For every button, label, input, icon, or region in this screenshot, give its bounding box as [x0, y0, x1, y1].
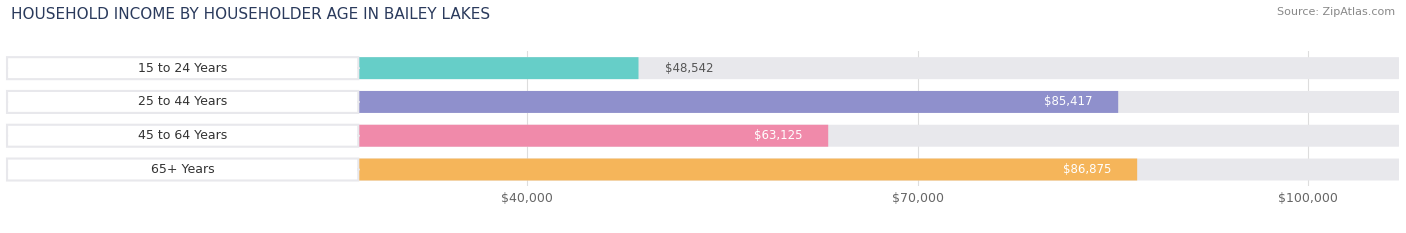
Text: 65+ Years: 65+ Years — [150, 163, 215, 176]
FancyBboxPatch shape — [7, 57, 359, 79]
Text: 15 to 24 Years: 15 to 24 Years — [138, 62, 228, 75]
FancyBboxPatch shape — [7, 91, 1399, 113]
Text: $86,875: $86,875 — [1063, 163, 1111, 176]
FancyBboxPatch shape — [7, 91, 359, 113]
FancyBboxPatch shape — [7, 125, 1399, 147]
FancyBboxPatch shape — [7, 158, 1137, 181]
Text: 25 to 44 Years: 25 to 44 Years — [138, 96, 228, 108]
FancyBboxPatch shape — [7, 158, 359, 181]
Text: $48,542: $48,542 — [665, 62, 713, 75]
Text: 45 to 64 Years: 45 to 64 Years — [138, 129, 228, 142]
Text: Source: ZipAtlas.com: Source: ZipAtlas.com — [1277, 7, 1395, 17]
FancyBboxPatch shape — [7, 125, 828, 147]
FancyBboxPatch shape — [7, 57, 638, 79]
FancyBboxPatch shape — [7, 91, 1118, 113]
Text: $63,125: $63,125 — [754, 129, 803, 142]
FancyBboxPatch shape — [7, 158, 1399, 181]
Text: $85,417: $85,417 — [1043, 96, 1092, 108]
FancyBboxPatch shape — [7, 125, 359, 147]
Text: HOUSEHOLD INCOME BY HOUSEHOLDER AGE IN BAILEY LAKES: HOUSEHOLD INCOME BY HOUSEHOLDER AGE IN B… — [11, 7, 491, 22]
FancyBboxPatch shape — [7, 57, 1399, 79]
